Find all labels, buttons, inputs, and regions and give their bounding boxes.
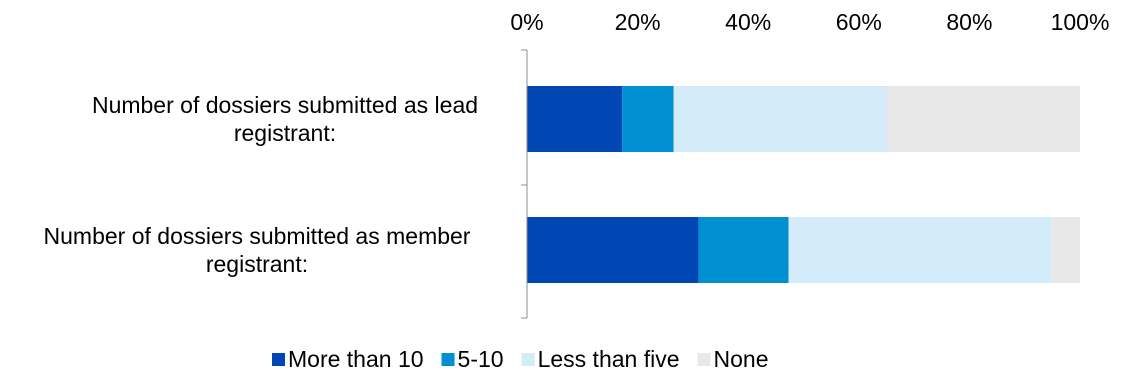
- bar-segment: [622, 86, 674, 152]
- legend-label: Less than five: [538, 346, 680, 372]
- x-tick-label: 60%: [836, 9, 882, 35]
- x-axis-ticks: 0% 20% 40% 60% 80% 100%: [510, 9, 1109, 35]
- category-labels: Number of dossiers submitted as leadregi…: [44, 49, 527, 319]
- legend-label: More than 10: [288, 346, 424, 372]
- legend-swatch: [697, 353, 711, 366]
- bar-segment: [698, 217, 789, 283]
- category-label: Number of dossiers submitted as member: [44, 223, 471, 249]
- bar-segment: [673, 86, 888, 152]
- x-tick-label: 100%: [1051, 9, 1110, 35]
- legend-swatch: [521, 353, 535, 366]
- category-label: registrant:: [206, 251, 308, 277]
- legend-label: 5-10: [458, 346, 504, 372]
- bar-segment: [527, 217, 699, 283]
- x-tick-label: 80%: [946, 9, 992, 35]
- legend-swatch: [441, 353, 455, 366]
- bar-segment: [1051, 217, 1080, 283]
- legend-swatch: [272, 353, 285, 366]
- x-tick-label: 20%: [615, 9, 661, 35]
- bar-segment: [887, 86, 1080, 152]
- legend-label: None: [714, 346, 769, 372]
- bar-segment: [527, 86, 623, 152]
- bars: [527, 86, 1080, 283]
- category-label: registrant:: [234, 120, 336, 146]
- legend: More than 10 5-10 Less than five None: [272, 346, 768, 372]
- category-label: Number of dossiers submitted as lead: [92, 92, 478, 118]
- bar-segment: [788, 217, 1052, 283]
- x-tick-label: 0%: [510, 9, 543, 35]
- x-tick-label: 40%: [725, 9, 771, 35]
